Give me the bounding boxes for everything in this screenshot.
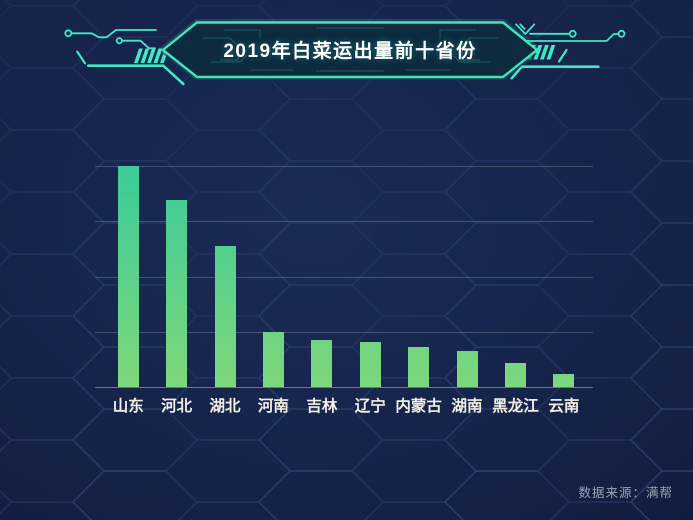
x-axis-label-6: 辽宁 — [354, 398, 386, 415]
bar-5 — [311, 340, 333, 387]
bar-9 — [504, 363, 526, 387]
circuit-node-icon — [64, 29, 73, 38]
bar-8 — [456, 351, 478, 387]
x-label-slot-8: 湖南 — [443, 398, 491, 415]
gridline — [95, 166, 593, 167]
data-source-label: 数据来源：满帮 — [578, 486, 673, 500]
bar-slot-3 — [201, 166, 249, 387]
bar-4 — [262, 332, 284, 387]
x-axis-label-2: 河北 — [161, 398, 193, 415]
bar-slot-1 — [104, 166, 152, 387]
bar-chart — [104, 166, 588, 387]
bar-3 — [214, 246, 236, 387]
gridline — [95, 221, 593, 223]
circuit-node-icon — [617, 29, 626, 38]
x-axis-label-10: 云南 — [548, 398, 580, 415]
bar-7 — [408, 347, 430, 387]
x-label-slot-1: 山东 — [104, 398, 152, 415]
bar-1 — [117, 166, 139, 387]
bar-slot-8 — [443, 166, 491, 387]
chart-title: 2019年白菜运出量前十省份 — [223, 41, 477, 62]
bar-slot-9 — [491, 166, 539, 387]
bar-slot-5 — [298, 166, 346, 387]
hatch-marks-left — [134, 48, 169, 63]
bar-6 — [359, 342, 381, 387]
gridline — [95, 331, 593, 333]
circuit-node-icon — [115, 37, 123, 45]
x-axis-label-4: 河南 — [257, 398, 289, 415]
circuit-decoration-left — [64, 29, 185, 86]
x-label-slot-5: 吉林 — [298, 398, 346, 415]
x-axis-label-3: 湖北 — [209, 398, 241, 415]
bar-slot-10 — [540, 166, 588, 387]
x-axis-label-7: 内蒙古 — [395, 398, 442, 415]
bar-2 — [166, 200, 188, 387]
title-banner-artwork — [64, 19, 626, 86]
gridline — [95, 276, 593, 278]
circuit-node-icon — [568, 29, 577, 38]
x-label-slot-3: 湖北 — [201, 398, 249, 415]
x-axis-label-9: 黑龙江 — [492, 398, 539, 415]
x-label-slot-10: 云南 — [540, 398, 588, 415]
x-axis-labels: 山东 河北 湖北 河南 吉林 辽宁 内蒙古 湖南 黑龙江 云南 — [104, 398, 588, 415]
x-label-slot-2: 河北 — [152, 398, 200, 415]
x-label-slot-9: 黑龙江 — [491, 398, 539, 415]
x-label-slot-7: 内蒙古 — [394, 398, 442, 415]
plot-gridlines — [95, 166, 593, 388]
circuit-decoration-right — [510, 23, 626, 80]
x-axis-label-8: 湖南 — [451, 398, 483, 415]
x-axis-label-5: 吉林 — [306, 398, 338, 415]
bar-slot-6 — [346, 166, 394, 387]
banner-circuit-texture — [202, 27, 498, 72]
x-label-slot-4: 河南 — [249, 398, 297, 415]
bar-10 — [553, 374, 575, 387]
bar-slot-4 — [249, 166, 297, 387]
x-label-slot-6: 辽宁 — [346, 398, 394, 415]
bar-slot-7 — [394, 166, 442, 387]
x-axis-label-1: 山东 — [112, 398, 144, 415]
bar-slot-2 — [152, 166, 200, 387]
title-banner-hexagon — [157, 19, 543, 81]
x-axis-line — [95, 387, 593, 388]
